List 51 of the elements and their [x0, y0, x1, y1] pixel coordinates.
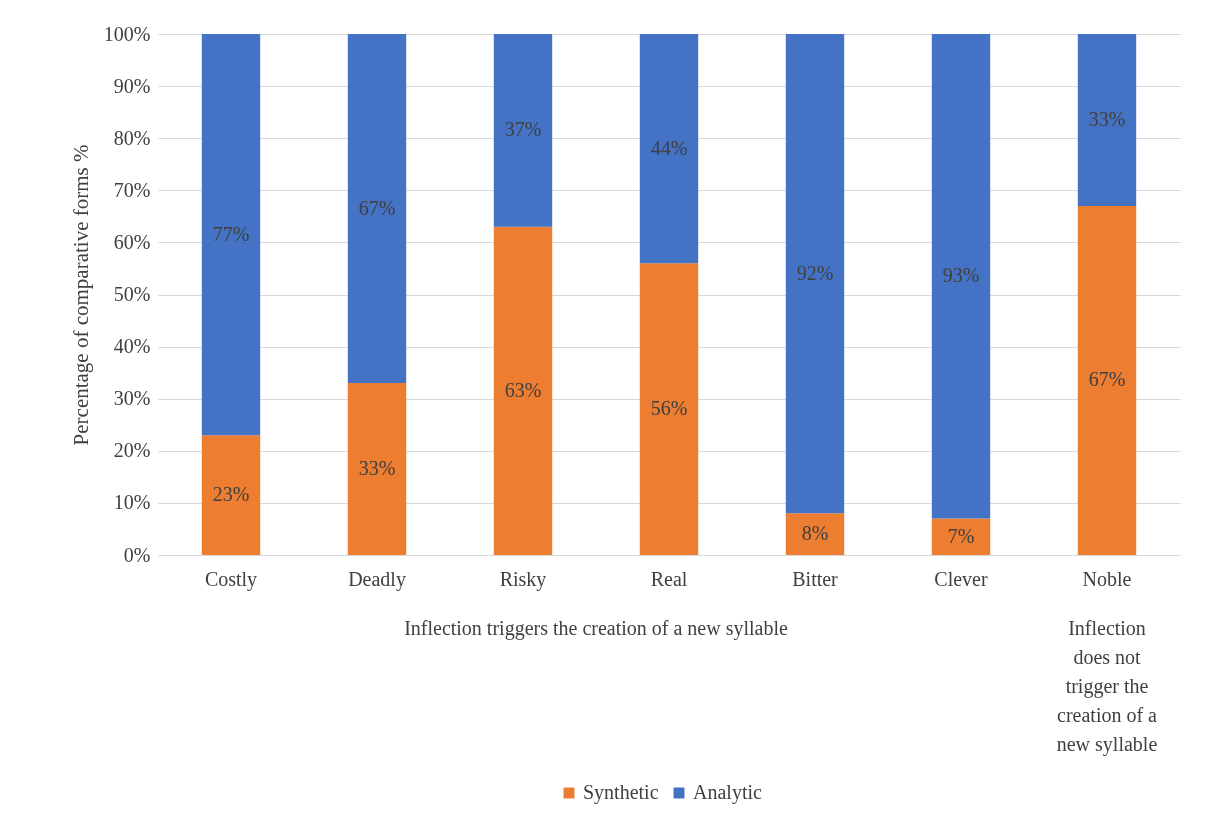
x-tick-label: Bitter [792, 567, 839, 590]
y-tick-label: 70% [113, 178, 151, 201]
bar [931, 34, 991, 519]
x-tick-label: Real [650, 567, 688, 590]
y-axis-title: Percentage of comparative forms % [68, 144, 93, 446]
y-tick-label: 0% [123, 543, 151, 566]
legend-label: Analytic [693, 781, 762, 804]
y-tick-label: 30% [113, 387, 151, 410]
data-label: 92% [796, 261, 834, 284]
data-label: 8% [801, 522, 829, 545]
y-tick-label: 10% [113, 491, 151, 514]
data-label: 56% [650, 397, 688, 420]
x-tick-label: Clever [934, 567, 988, 590]
y-tick-label: 100% [103, 22, 151, 45]
data-label: 33% [1088, 107, 1126, 130]
y-tick-label: 20% [113, 439, 151, 462]
legend-label: Synthetic [583, 781, 659, 804]
data-label: 67% [358, 196, 396, 219]
bar [347, 383, 407, 555]
data-label: 44% [650, 136, 688, 159]
text: Inflection does not trigger the creation of a new syllable [1056, 617, 1158, 756]
data-label: 33% [358, 457, 396, 480]
bar [201, 34, 261, 436]
data-label: 23% [212, 483, 250, 506]
bar [785, 34, 845, 514]
x-tick-label: Deadly [348, 567, 406, 591]
data-label: 7% [947, 524, 975, 547]
bar [1077, 34, 1137, 206]
y-tick-label: 40% [113, 335, 151, 358]
y-tick-label: 50% [113, 283, 151, 305]
bar [931, 518, 991, 555]
bar [347, 34, 407, 384]
x-tick-label: Costly [204, 567, 258, 591]
x-tick-label: Risky [499, 567, 547, 591]
y-tick-label: 80% [113, 126, 151, 149]
bar [639, 34, 699, 264]
data-label: 37% [504, 118, 542, 141]
data-label: 93% [942, 264, 980, 287]
bar [785, 513, 845, 555]
bar [201, 435, 261, 555]
bar [493, 34, 553, 227]
bar [493, 226, 553, 555]
bar [639, 263, 699, 555]
data-label: 67% [1088, 368, 1126, 391]
x-tick-label: Noble [1082, 567, 1132, 590]
text: Inflection triggers the creation of a new syllable [404, 617, 788, 640]
data-label: 63% [504, 378, 542, 401]
y-tick-label: 60% [113, 230, 151, 253]
y-tick-label: 90% [113, 74, 151, 97]
data-label: 77% [212, 222, 250, 245]
bar [1077, 205, 1137, 555]
